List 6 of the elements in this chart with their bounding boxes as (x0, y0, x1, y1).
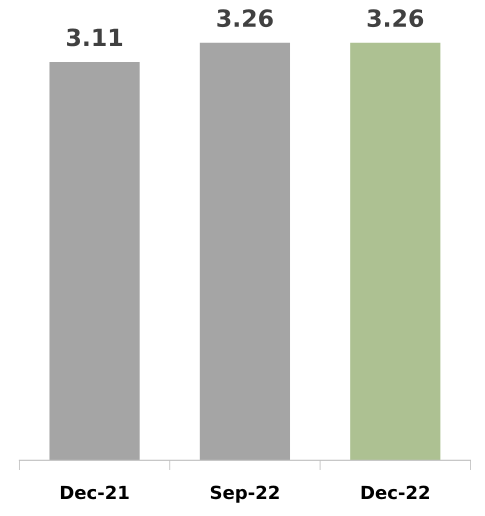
data-label: 3.26 (217, 9, 273, 28)
x-tick-label: Dec-21 (60, 486, 129, 500)
data-label: 3.26 (368, 9, 424, 28)
x-tick-label: Sep-22 (210, 486, 279, 503)
data-label: 3.11 (67, 28, 122, 46)
x-tick-label: Dec-22 (362, 486, 429, 500)
